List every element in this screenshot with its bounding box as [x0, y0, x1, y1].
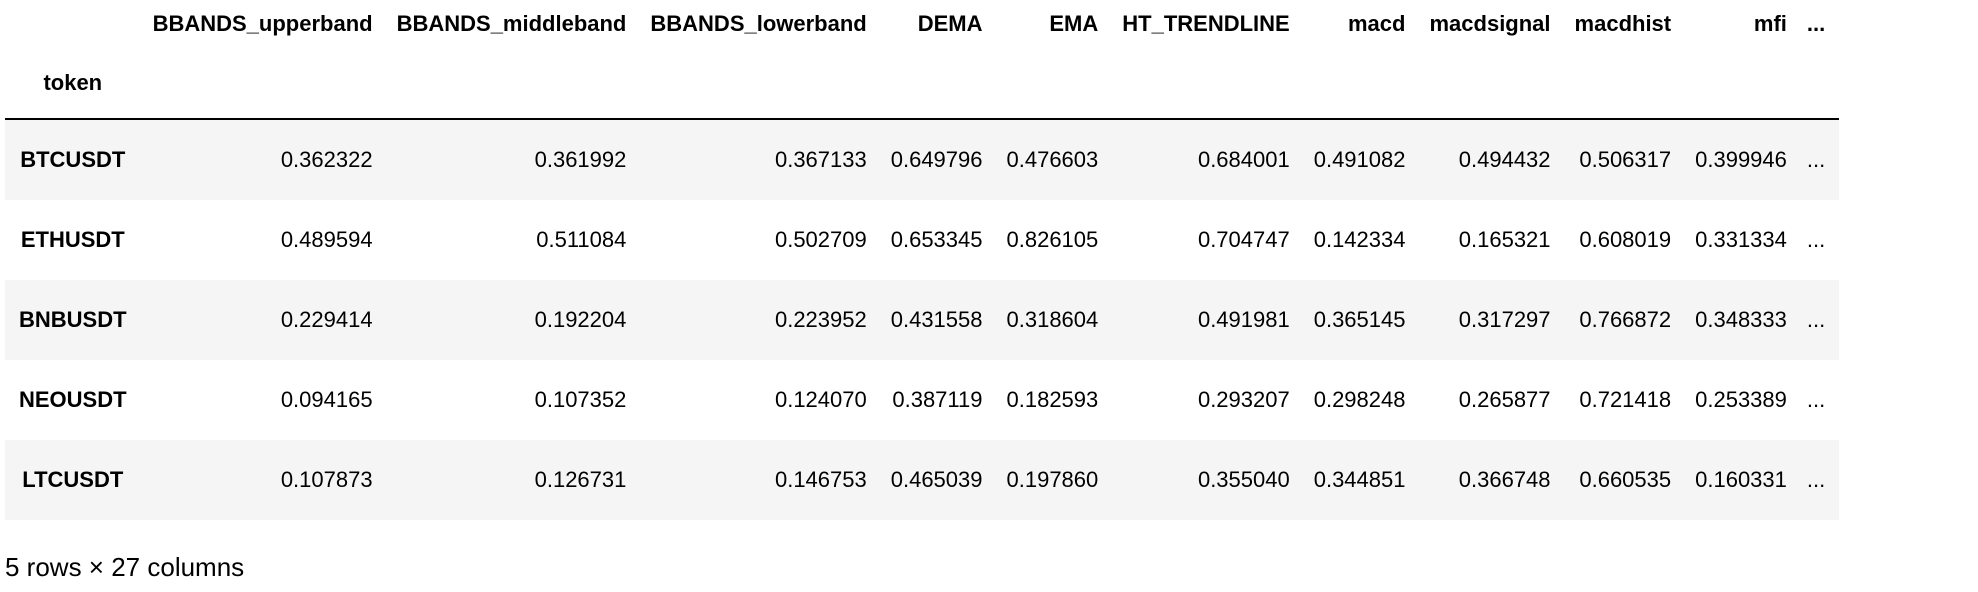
table-cell: 0.348333	[1695, 307, 1787, 332]
column-header: DEMA	[917, 11, 983, 36]
table-cell: 0.355040	[1197, 467, 1290, 492]
table-cell: 0.660535	[1579, 467, 1672, 492]
table-cell: 0.298248	[1313, 387, 1406, 412]
column-header: HT_TRENDLINE	[1122, 11, 1290, 36]
column-header: macdhist	[1574, 11, 1672, 36]
row-index: BNBUSDT	[19, 307, 127, 332]
table-cell: 0.684001	[1197, 147, 1290, 172]
table-row: ETHUSDT 0.489594 0.511084 0.502709 0.653…	[5, 200, 1840, 280]
table-cell: 0.160331	[1695, 467, 1787, 492]
row-index: LTCUSDT	[22, 467, 124, 492]
column-header: BBANDS_lowerband	[650, 11, 867, 36]
empty-header-cell	[1110, 48, 1301, 119]
table-cell: 0.165321	[1458, 227, 1551, 252]
table-cell: 0.721418	[1579, 387, 1672, 412]
column-header: BBANDS_upperband	[152, 11, 373, 36]
table-cell: 0.766872	[1579, 307, 1672, 332]
table-body: BTCUSDT 0.362322 0.361992 0.367133 0.649…	[5, 119, 1840, 520]
table-cell: 0.265877	[1458, 387, 1551, 412]
table-row: NEOUSDT 0.094165 0.107352 0.124070 0.387…	[5, 360, 1840, 440]
column-header: mfi	[1753, 11, 1787, 36]
table-cell: 0.608019	[1579, 227, 1672, 252]
corner-cell	[5, 0, 141, 48]
column-header: EMA	[1049, 11, 1099, 36]
table-cell: 0.344851	[1313, 467, 1406, 492]
shape-summary: 5 rows × 27 columns	[5, 552, 245, 582]
column-header: macdsignal	[1429, 11, 1551, 36]
table-cell: 0.293207	[1197, 387, 1290, 412]
empty-header-cell	[1417, 48, 1562, 119]
row-ellipsis: ...	[1806, 467, 1826, 492]
row-index: NEOUSDT	[19, 387, 127, 412]
table-cell: 0.197860	[1006, 467, 1099, 492]
empty-header-cell	[879, 48, 995, 119]
table-cell: 0.331334	[1695, 227, 1787, 252]
table-cell: 0.107873	[280, 467, 373, 492]
empty-header-cell	[385, 48, 639, 119]
table-cell: 0.366748	[1458, 467, 1551, 492]
table-cell: 0.399946	[1695, 147, 1787, 172]
table-cell: 0.511084	[536, 227, 627, 252]
table-row: BTCUSDT 0.362322 0.361992 0.367133 0.649…	[5, 119, 1840, 200]
table-cell: 0.704747	[1197, 227, 1290, 252]
empty-header-cell	[1799, 48, 1839, 119]
table-cell: 0.362322	[280, 147, 373, 172]
column-header-row: BBANDS_upperband BBANDS_middleband BBAND…	[5, 0, 1839, 48]
row-ellipsis: ...	[1806, 307, 1826, 332]
table-cell: 0.431558	[890, 307, 983, 332]
table-cell: 0.502709	[774, 227, 867, 252]
row-index: ETHUSDT	[20, 227, 125, 252]
row-ellipsis: ...	[1806, 147, 1826, 172]
table-cell: 0.491981	[1197, 307, 1290, 332]
column-header: BBANDS_middleband	[396, 11, 627, 36]
index-name: token	[43, 70, 103, 95]
table-cell: 0.107352	[534, 387, 627, 412]
empty-header-cell	[1563, 48, 1684, 119]
table-cell: 0.653345	[890, 227, 983, 252]
row-ellipsis: ...	[1806, 387, 1826, 412]
column-header: macd	[1348, 11, 1406, 36]
table-cell: 0.223952	[774, 307, 867, 332]
table-cell: 0.506317	[1579, 147, 1672, 172]
table-cell: 0.318604	[1006, 307, 1099, 332]
index-name-row: token	[5, 48, 1840, 119]
table-cell: 0.124070	[774, 387, 867, 412]
table-cell: 0.182593	[1006, 387, 1099, 412]
empty-header-cell	[995, 48, 1111, 119]
table-header: BBANDS_upperband BBANDS_middleband BBAND…	[5, 0, 1840, 119]
empty-header-cell	[1302, 48, 1418, 119]
table-row: BNBUSDT 0.229414 0.192204 0.223952 0.431…	[5, 280, 1840, 360]
table-cell: 0.494432	[1458, 147, 1551, 172]
column-ellipsis: ...	[1806, 11, 1826, 36]
table-cell: 0.491082	[1313, 147, 1406, 172]
table-cell: 0.465039	[890, 467, 983, 492]
empty-header-cell	[638, 48, 878, 119]
table-cell: 0.146753	[774, 467, 867, 492]
table-cell: 0.142334	[1313, 227, 1406, 252]
dataframe-table: BBANDS_upperband BBANDS_middleband BBAND…	[5, 0, 1840, 520]
table-cell: 0.365145	[1313, 307, 1406, 332]
table-cell: 0.476603	[1006, 147, 1099, 172]
table-cell: 0.361992	[534, 147, 627, 172]
empty-header-cell	[141, 48, 385, 119]
table-cell: 0.489594	[280, 227, 373, 252]
table-cell: 0.826105	[1006, 227, 1099, 252]
table-cell: 0.253389	[1695, 387, 1787, 412]
row-index: BTCUSDT	[20, 147, 126, 172]
table-cell: 0.229414	[280, 307, 373, 332]
table-cell: 0.367133	[774, 147, 867, 172]
table-cell: 0.317297	[1458, 307, 1551, 332]
table-row: LTCUSDT 0.107873 0.126731 0.146753 0.465…	[5, 440, 1840, 520]
table-cell: 0.387119	[892, 387, 983, 412]
row-ellipsis: ...	[1806, 227, 1826, 252]
table-cell: 0.192204	[534, 307, 627, 332]
table-cell: 0.126731	[534, 467, 627, 492]
table-cell: 0.649796	[890, 147, 983, 172]
empty-header-cell	[1683, 48, 1799, 119]
table-cell: 0.094165	[280, 387, 373, 412]
